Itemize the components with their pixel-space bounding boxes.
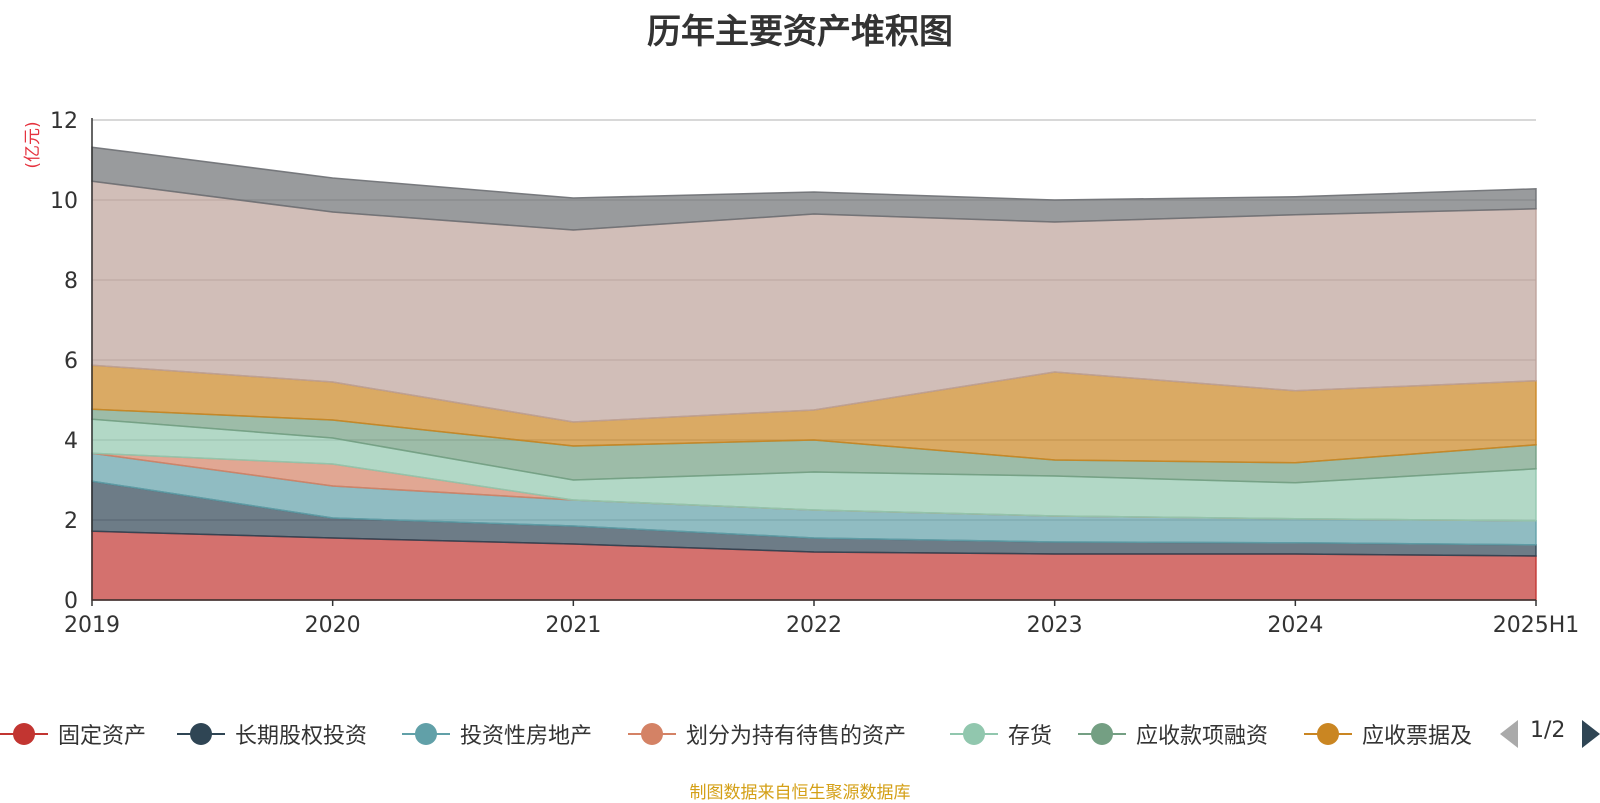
legend-next-page-icon[interactable] [1582,720,1600,748]
area-series-8 [91,146,1537,231]
legend-label: 投资性房地产 [460,724,593,749]
legend-marker-icon [628,716,676,752]
legend-label: 应收票据及 [1362,724,1473,749]
legend-item[interactable]: 存货 [950,716,1052,752]
legend-item[interactable]: 投资性房地产 [402,716,592,752]
legend: 固定资产 长期股权投资 投资性房地产 划分为持有待售的资产 存货 应收款项融资 应收票据及 [0,716,1600,752]
x-tick-label: 2022 [786,613,842,638]
legend-item[interactable]: 固定资产 [0,716,146,752]
y-tick-label: 0 [64,589,78,614]
y-tick-label: 8 [64,269,78,294]
x-tick-label: 2021 [545,613,601,638]
data-source-note: 制图数据来自恒生聚源数据库 [689,783,911,803]
legend-label: 划分为持有待售的资产 [686,724,907,749]
legend-marker-icon [1304,716,1352,752]
legend-item[interactable]: 应收款项融资 [1078,716,1268,752]
axes: 0 2 4 6 8 10 12 2019 2020 2021 2022 2023 2024 2025H1 [50,109,1579,638]
x-tick-label: 2020 [305,613,361,638]
legend-marker-icon [0,716,48,752]
y-tick-label: 2 [64,509,78,534]
x-tick-label: 2023 [1027,613,1083,638]
legend-label: 长期股权投资 [235,724,368,749]
legend-page-indicator: 1/2 [1530,718,1566,743]
legend-item[interactable]: 应收票据及 [1304,716,1472,752]
y-tick-label: 6 [64,349,78,374]
legend-label: 固定资产 [58,724,147,749]
legend-marker-icon [177,716,225,752]
legend-label: 应收款项融资 [1136,724,1269,749]
legend-marker-icon [1078,716,1126,752]
x-tick-label: 2025H1 [1493,613,1580,638]
y-tick-label: 10 [50,189,78,214]
y-tick-label: 12 [50,109,78,134]
legend-label: 存货 [1008,724,1053,749]
area-series [91,146,1537,601]
legend-item[interactable]: 长期股权投资 [177,716,367,752]
chart-title: 历年主要资产堆积图 [647,12,953,52]
x-tick-label: 2024 [1267,613,1323,638]
y-tick-label: 4 [64,429,78,454]
x-tick-label: 2019 [64,613,120,638]
legend-marker-icon [402,716,450,752]
y-axis-unit-label: (亿元) [23,121,43,168]
legend-prev-page-icon[interactable] [1500,720,1518,748]
legend-marker-icon [950,716,998,752]
legend-item[interactable]: 划分为持有待售的资产 [628,716,906,752]
